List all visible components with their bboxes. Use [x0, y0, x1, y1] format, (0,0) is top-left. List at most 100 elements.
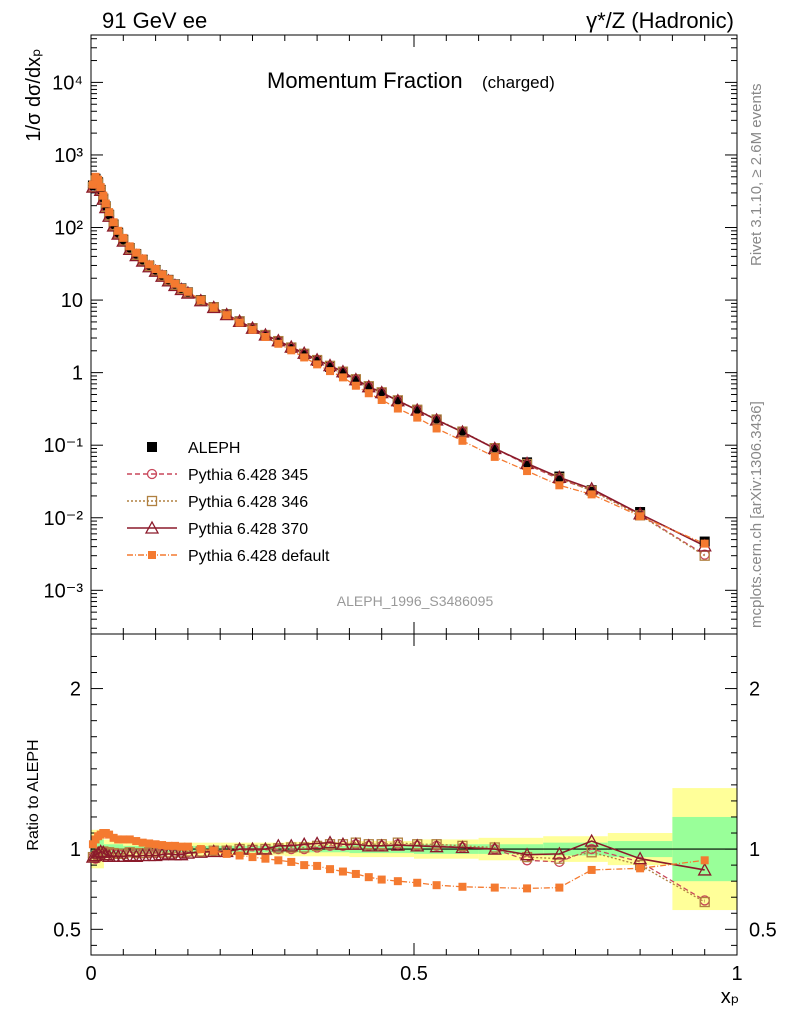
data-point-4	[99, 191, 108, 200]
ratio-data-point-1	[699, 896, 710, 908]
data-point-4	[94, 175, 103, 184]
ratio-data-point-2	[91, 845, 106, 859]
legend-label: Pythia 6.428 345	[188, 467, 308, 484]
ratio-data-point-2	[122, 848, 137, 862]
data-point-4	[274, 339, 283, 348]
ratio-data-point-2	[297, 836, 312, 850]
ratio-data-point-2	[161, 846, 176, 860]
ratio-data-point-3	[170, 841, 179, 850]
ratio-data-point-2	[697, 862, 712, 876]
ratio-data-point-3	[235, 851, 244, 860]
ratio-data-point-3	[351, 869, 360, 878]
data-point-4	[209, 303, 218, 312]
ratio-y-tick-label: 1	[70, 839, 81, 861]
data-point-4	[458, 436, 467, 445]
ratio-data-point-3	[158, 841, 167, 850]
ratio-data-point-3	[458, 882, 467, 891]
ratio-data-point-2	[322, 835, 338, 849]
ratio-data-point-2	[180, 845, 195, 859]
data-point-0	[337, 367, 348, 378]
ratio-data-point-3	[164, 841, 173, 850]
ratio-data-point-3	[523, 884, 532, 893]
y-tick-label: 10⁻¹	[44, 435, 84, 457]
data-point-4	[523, 467, 532, 476]
data-point-0	[457, 427, 468, 438]
ratio-data-point-3	[119, 835, 128, 844]
ratio-data-point-3	[177, 842, 186, 851]
data-point-4	[248, 325, 257, 334]
ratio-y-tick-label: 0.5	[53, 919, 81, 941]
legend-label: Pythia 6.428 default	[188, 548, 330, 565]
data-point-4	[158, 270, 167, 279]
data-point-4	[261, 332, 270, 341]
ratio-data-point-2	[390, 837, 405, 851]
ratio-data-point-3	[636, 864, 645, 873]
data-point-4	[300, 353, 309, 362]
ratio-data-point-3	[413, 878, 422, 887]
chart-subtitle: (charged)	[482, 73, 555, 92]
data-point-4	[109, 218, 118, 227]
data-point-4	[351, 381, 360, 390]
data-point-0	[586, 485, 597, 496]
data-point-4	[313, 360, 322, 369]
ratio-data-point-2	[584, 833, 599, 847]
ratio-data-point-3	[109, 833, 118, 842]
ratio-data-point-2	[284, 838, 299, 852]
ratio-data-point-3	[338, 867, 347, 876]
data-point-0	[412, 405, 423, 416]
data-point-4	[170, 279, 179, 288]
legend-marker	[148, 551, 156, 559]
ratio-data-point-3	[300, 861, 309, 870]
data-point-4	[101, 199, 110, 208]
data-point-4	[88, 180, 97, 189]
ratio-data-point-3	[261, 854, 270, 863]
y-tick-label: 10⁻²	[44, 508, 84, 530]
analysis-id-label: ALEPH_1996_S3486095	[337, 593, 494, 609]
ratio-data-point-3	[132, 837, 141, 846]
data-point-4	[413, 413, 422, 422]
ratio-data-point-2	[348, 836, 363, 850]
ratio-plot-frame	[90, 633, 738, 956]
ratio-data-point-2	[487, 841, 502, 855]
header-right-label: γ*/Z (Hadronic)	[586, 8, 734, 33]
x-tick-label: 0	[85, 963, 96, 985]
data-point-4	[196, 296, 205, 305]
data-point-4	[138, 254, 147, 263]
ratio-data-point-3	[313, 861, 322, 870]
y-tick-label: 10²	[54, 218, 83, 240]
ratio-y-axis-label: Ratio to ALEPH	[25, 739, 42, 850]
data-point-4	[235, 318, 244, 327]
legend-marker	[146, 468, 158, 480]
ratio-data-point-3	[274, 856, 283, 865]
y-tick-label: 1	[72, 363, 83, 385]
data-point-0	[350, 375, 361, 386]
ratio-data-point-3	[377, 875, 386, 884]
data-point-4	[132, 248, 141, 257]
data-point-0	[363, 382, 374, 393]
x-tick-label: 0.5	[400, 963, 428, 985]
ratio-data-point-3	[125, 835, 134, 844]
series-line	[92, 175, 705, 545]
ratio-data-point-3	[326, 865, 335, 874]
chart-title: Momentum Fraction	[267, 68, 463, 93]
ratio-data-point-2	[361, 838, 376, 852]
data-point-0	[431, 415, 442, 426]
ratio-data-point-3	[151, 840, 160, 849]
x-tick-label: 1	[731, 963, 742, 985]
data-point-4	[432, 424, 441, 433]
data-point-4	[119, 233, 128, 242]
data-point-4	[555, 481, 564, 490]
ratio-data-point-2	[93, 844, 108, 858]
data-point-4	[326, 367, 335, 376]
ratio-data-point-3	[145, 839, 154, 848]
data-point-4	[96, 183, 105, 192]
data-point-4	[490, 452, 499, 461]
ratio-data-point-3	[700, 856, 709, 865]
legend-marker	[144, 520, 160, 534]
ratio-data-point-3	[222, 849, 231, 858]
data-point-4	[338, 373, 347, 382]
data-point-4	[364, 389, 373, 398]
ratio-data-point-3	[555, 883, 564, 892]
data-point-0	[522, 457, 533, 468]
